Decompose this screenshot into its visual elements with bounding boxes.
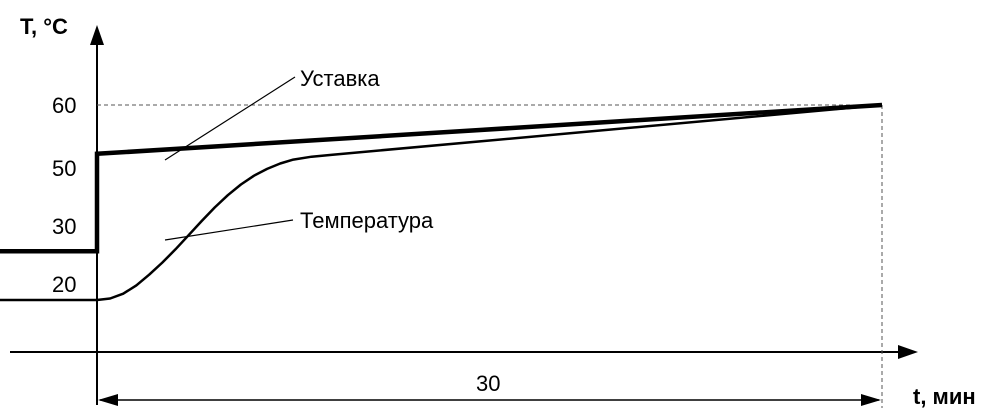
y-tick-label-50: 50 <box>52 156 76 181</box>
setpoint-leader <box>164 76 296 161</box>
y-tick-label-60: 60 <box>52 93 76 118</box>
temperature-leader <box>164 219 294 241</box>
duration-label: 30 <box>476 371 500 396</box>
temperature-line <box>0 103 883 302</box>
setpoint-label: Уставка <box>300 66 380 91</box>
x-axis-arrow <box>898 345 918 359</box>
y-tick-label-20: 20 <box>52 272 76 297</box>
y-axis-label: T, °C <box>20 14 68 39</box>
temperature-label: Температура <box>300 208 434 233</box>
duration-arrow-left <box>98 394 118 406</box>
setpoint-line <box>0 102 883 254</box>
x-axis-label: t, мин <box>913 384 976 409</box>
y-tick-label-30: 30 <box>52 214 76 239</box>
duration-arrow-right <box>861 394 881 406</box>
y-axis-arrow <box>90 25 104 45</box>
